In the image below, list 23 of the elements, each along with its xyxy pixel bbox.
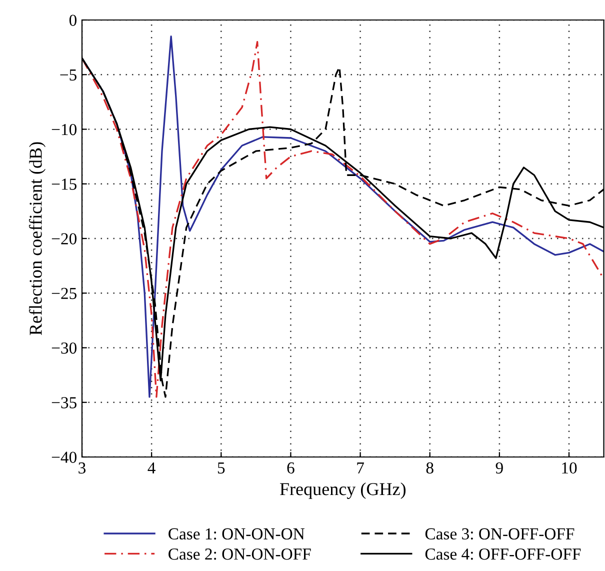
y-tick-label: −25 [52, 288, 76, 300]
legend-label: Case 2: ON-ON-OFF [168, 548, 311, 560]
legend-label: Case 3: ON-OFF-OFF [425, 528, 574, 540]
y-tick-label: −10 [52, 124, 77, 136]
y-tick-label: −30 [52, 342, 77, 354]
x-tick-label: 6 [287, 462, 294, 474]
x-tick-label: 5 [218, 462, 225, 474]
y-axis-title: Reflection coefficient (dB) [28, 142, 46, 336]
legend-label: Case 1: ON-ON-ON [168, 528, 305, 540]
y-tick-label: −5 [60, 69, 76, 81]
x-tick-label: 9 [496, 462, 503, 474]
y-tick-label: −40 [52, 452, 77, 463]
y-tick-label: −35 [52, 397, 76, 408]
x-tick-label: 3 [78, 462, 86, 474]
x-tick-label: 8 [426, 462, 434, 474]
y-tick-label: −20 [52, 233, 77, 244]
x-tick-label: 7 [357, 462, 364, 474]
x-tick-label: 4 [148, 462, 156, 474]
y-tick-label: −15 [52, 178, 76, 190]
legend-label: Case 4: OFF-OFF-OFF [425, 548, 581, 560]
x-tick-label: 10 [562, 462, 577, 474]
y-tick-label: 0 [69, 14, 77, 26]
x-axis-title: Frequency (GHz) [280, 482, 406, 499]
